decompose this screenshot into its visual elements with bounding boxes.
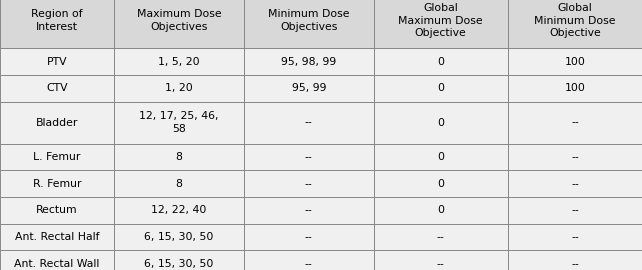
Bar (244, 102, 374, 144)
Text: --: -- (305, 178, 313, 189)
Text: 6, 15, 30, 50: 6, 15, 30, 50 (144, 232, 214, 242)
Bar (114, 75, 244, 102)
Bar (374, 170, 508, 197)
Text: --: -- (305, 117, 313, 128)
Bar (508, 0, 642, 48)
Text: 6, 15, 30, 50: 6, 15, 30, 50 (144, 259, 214, 269)
Text: --: -- (437, 259, 445, 269)
Text: --: -- (305, 205, 313, 215)
Bar (508, 48, 642, 75)
Text: --: -- (571, 117, 579, 128)
Text: PTV: PTV (47, 56, 67, 67)
Bar (508, 144, 642, 170)
Text: 0: 0 (437, 178, 444, 189)
Bar (244, 48, 374, 75)
Text: --: -- (571, 232, 579, 242)
Bar (0, 48, 114, 75)
Bar (0, 224, 114, 251)
Bar (374, 251, 508, 270)
Text: Rectum: Rectum (37, 205, 78, 215)
Text: 0: 0 (437, 56, 444, 67)
Text: 100: 100 (564, 83, 586, 93)
Bar (114, 102, 244, 144)
Bar (0, 170, 114, 197)
Text: L. Femur: L. Femur (33, 152, 81, 162)
Text: 8: 8 (176, 178, 182, 189)
Bar (508, 102, 642, 144)
Text: R. Femur: R. Femur (33, 178, 82, 189)
Text: --: -- (305, 152, 313, 162)
Bar (0, 102, 114, 144)
Text: 0: 0 (437, 117, 444, 128)
Bar (508, 224, 642, 251)
Bar (0, 144, 114, 170)
Text: 0: 0 (437, 205, 444, 215)
Text: --: -- (571, 178, 579, 189)
Bar (114, 144, 244, 170)
Bar (244, 144, 374, 170)
Text: --: -- (437, 232, 445, 242)
Bar (0, 75, 114, 102)
Text: 1, 5, 20: 1, 5, 20 (159, 56, 200, 67)
Text: Region of
Interest: Region of Interest (31, 9, 83, 32)
Text: Minimum Dose
Objectives: Minimum Dose Objectives (268, 9, 349, 32)
Text: Global
Minimum Dose
Objective: Global Minimum Dose Objective (534, 3, 616, 38)
Text: Ant. Rectal Half: Ant. Rectal Half (15, 232, 100, 242)
Bar (244, 251, 374, 270)
Bar (374, 75, 508, 102)
Bar (0, 197, 114, 224)
Bar (244, 0, 374, 48)
Text: Bladder: Bladder (36, 117, 78, 128)
Bar (244, 197, 374, 224)
Text: Global
Maximum Dose
Objective: Global Maximum Dose Objective (399, 3, 483, 38)
Text: 8: 8 (176, 152, 182, 162)
Text: --: -- (571, 259, 579, 269)
Text: --: -- (571, 152, 579, 162)
Text: 0: 0 (437, 152, 444, 162)
Bar (374, 0, 508, 48)
Bar (114, 48, 244, 75)
Bar (244, 224, 374, 251)
Text: Ant. Rectal Wall: Ant. Rectal Wall (15, 259, 100, 269)
Text: 95, 99: 95, 99 (291, 83, 326, 93)
Bar (374, 197, 508, 224)
Bar (114, 251, 244, 270)
Bar (374, 48, 508, 75)
Bar (114, 197, 244, 224)
Bar (508, 75, 642, 102)
Text: 12, 22, 40: 12, 22, 40 (152, 205, 207, 215)
Bar (114, 224, 244, 251)
Text: 1, 20: 1, 20 (165, 83, 193, 93)
Text: --: -- (305, 259, 313, 269)
Bar (508, 197, 642, 224)
Bar (508, 251, 642, 270)
Bar (244, 170, 374, 197)
Bar (114, 0, 244, 48)
Bar (244, 75, 374, 102)
Text: 0: 0 (437, 83, 444, 93)
Bar (374, 144, 508, 170)
Bar (508, 170, 642, 197)
Text: 12, 17, 25, 46,
58: 12, 17, 25, 46, 58 (139, 112, 219, 134)
Text: 95, 98, 99: 95, 98, 99 (281, 56, 336, 67)
Bar (0, 251, 114, 270)
Bar (374, 224, 508, 251)
Text: --: -- (305, 232, 313, 242)
Text: --: -- (571, 205, 579, 215)
Text: 100: 100 (564, 56, 586, 67)
Text: Maximum Dose
Objectives: Maximum Dose Objectives (137, 9, 221, 32)
Bar (0, 0, 114, 48)
Text: CTV: CTV (46, 83, 68, 93)
Bar (114, 170, 244, 197)
Bar (374, 102, 508, 144)
